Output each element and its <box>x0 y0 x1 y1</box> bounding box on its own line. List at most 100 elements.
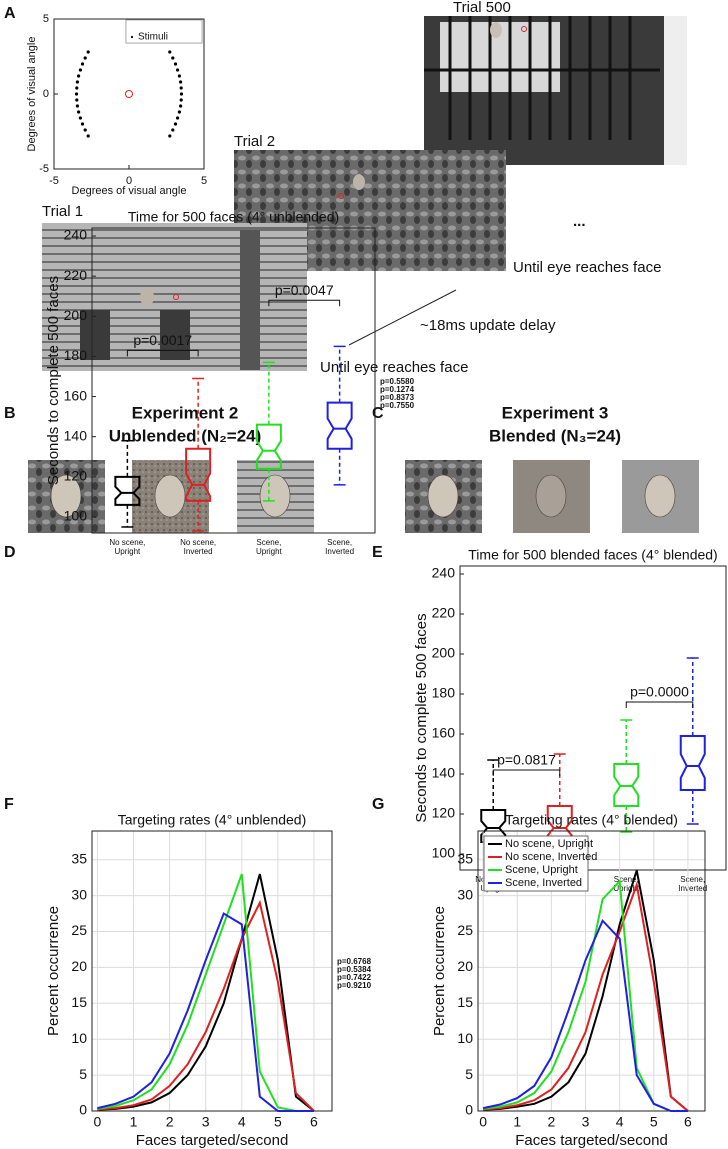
y-tick-label: 160 <box>432 725 456 741</box>
series-line <box>97 899 315 1112</box>
experiment-title: Experiment 2 <box>132 403 239 422</box>
x-tick-label: 6 <box>310 1114 318 1130</box>
x-tick-label: 0 <box>94 1114 102 1130</box>
x-tick-label: 3 <box>582 1114 590 1130</box>
legend-label: No scene, Inverted <box>505 851 597 863</box>
chart-title: Time for 500 faces (4° unblended) <box>128 209 339 225</box>
box <box>185 447 212 502</box>
scatter-point <box>171 128 175 132</box>
p-value: p=0.5580 <box>380 377 415 386</box>
scatter-point <box>83 56 87 60</box>
significance-label: p=0.0817 <box>497 752 556 768</box>
x-tick-label: 0 <box>126 175 132 187</box>
scatter-point <box>80 62 85 66</box>
plot-frame <box>459 565 727 871</box>
annotation: ... <box>573 213 586 230</box>
p-value: p=0.7550 <box>380 401 415 410</box>
p-value: p=0.5384 <box>337 965 372 974</box>
y-axis-label: Percent occurrence <box>431 906 448 1036</box>
y-axis-label: Percent occurrence <box>45 906 62 1036</box>
annotation: Until eye reaches face <box>320 359 468 376</box>
plot-frame <box>477 830 706 1112</box>
x-tick-label: 3 <box>202 1114 210 1130</box>
series-line <box>97 873 314 1112</box>
series-line <box>97 912 314 1112</box>
scatter-point <box>176 68 180 72</box>
scatter-point <box>171 56 175 60</box>
scatter-point <box>75 80 80 84</box>
y-tick-label: 0 <box>465 1102 473 1118</box>
scatter-point <box>177 74 181 78</box>
panel-label: D <box>4 544 16 561</box>
legend-swatch <box>130 35 134 39</box>
plot-frame <box>53 18 205 170</box>
panel-label: G <box>372 796 384 813</box>
scatter-point <box>75 104 80 108</box>
y-tick-label: 5 <box>79 1066 87 1082</box>
scatter-point <box>83 128 87 132</box>
y-tick-label: 180 <box>432 685 456 701</box>
x-tick-label: No scene, <box>180 538 216 547</box>
x-tick-label: Upright <box>114 547 141 556</box>
x-tick-label: Inverted <box>678 884 707 893</box>
annotation: ~18ms update delay <box>420 317 556 334</box>
y-tick-label: 160 <box>64 387 88 403</box>
scatter-point <box>179 98 183 102</box>
chart-title: Time for 500 blended faces (4° blended) <box>468 547 717 563</box>
y-tick-label: 140 <box>432 765 456 781</box>
x-tick-label: 2 <box>166 1114 174 1130</box>
x-tick-label: 0 <box>479 1114 487 1130</box>
scatter-point <box>168 50 172 54</box>
legend-label: No scene, Upright <box>505 838 593 850</box>
annotation: Until eye reaches face <box>513 259 661 276</box>
significance-label: p=0.0017 <box>133 332 192 348</box>
x-tick-label: 1 <box>513 1114 521 1130</box>
trial-label: Trial 500 <box>453 0 511 16</box>
scatter-point <box>74 92 79 96</box>
x-tick-label: Scene, <box>327 538 352 547</box>
box <box>114 475 141 506</box>
series-line <box>483 881 689 1112</box>
trial-photo <box>424 16 687 165</box>
x-tick-label: Scene, <box>680 875 705 884</box>
p-value: p=0.1274 <box>380 385 415 394</box>
scatter-point <box>86 134 90 138</box>
timeline <box>348 289 457 346</box>
scatter-point <box>80 122 85 126</box>
scatter-point <box>125 90 133 98</box>
y-tick-label: 200 <box>64 307 88 323</box>
x-tick-label: 5 <box>274 1114 282 1130</box>
x-tick-label: 6 <box>684 1114 692 1130</box>
scatter-point <box>173 122 178 126</box>
scatter-point <box>173 62 178 66</box>
significance-bracket <box>625 701 694 708</box>
series-line <box>97 873 315 1112</box>
trial-label: Trial 2 <box>234 133 275 150</box>
x-axis-label: Faces targeted/second <box>515 1132 668 1149</box>
y-tick-label: 100 <box>64 508 88 524</box>
x-axis-label: Degrees of visual angle <box>72 185 187 197</box>
y-tick-label: 0 <box>43 88 49 100</box>
trial-label: Trial 1 <box>42 203 83 220</box>
x-tick-label: Upright <box>613 884 640 893</box>
box <box>613 763 640 807</box>
x-tick-label: 4 <box>238 1114 246 1130</box>
scatter-point <box>179 86 183 90</box>
box <box>679 735 706 791</box>
x-tick-label: 1 <box>130 1114 138 1130</box>
plot-frame <box>91 830 333 1112</box>
x-tick-label: -5 <box>49 175 59 187</box>
y-tick-label: 20 <box>71 958 87 974</box>
p-value: p=0.7422 <box>337 973 372 982</box>
x-tick-label: 4 <box>616 1114 624 1130</box>
y-tick-label: -5 <box>39 163 49 175</box>
y-tick-label: 220 <box>64 267 88 283</box>
scatter-point <box>176 116 180 120</box>
trial-photo <box>42 223 307 371</box>
y-tick-label: 30 <box>457 886 473 902</box>
x-axis-label: Faces targeted/second <box>136 1132 289 1149</box>
series-line <box>482 918 688 1112</box>
y-axis-label: Degrees of visual angle <box>26 37 38 152</box>
chart-title: Targeting rates (4° blended) <box>505 812 678 828</box>
y-tick-label: 5 <box>43 13 49 25</box>
